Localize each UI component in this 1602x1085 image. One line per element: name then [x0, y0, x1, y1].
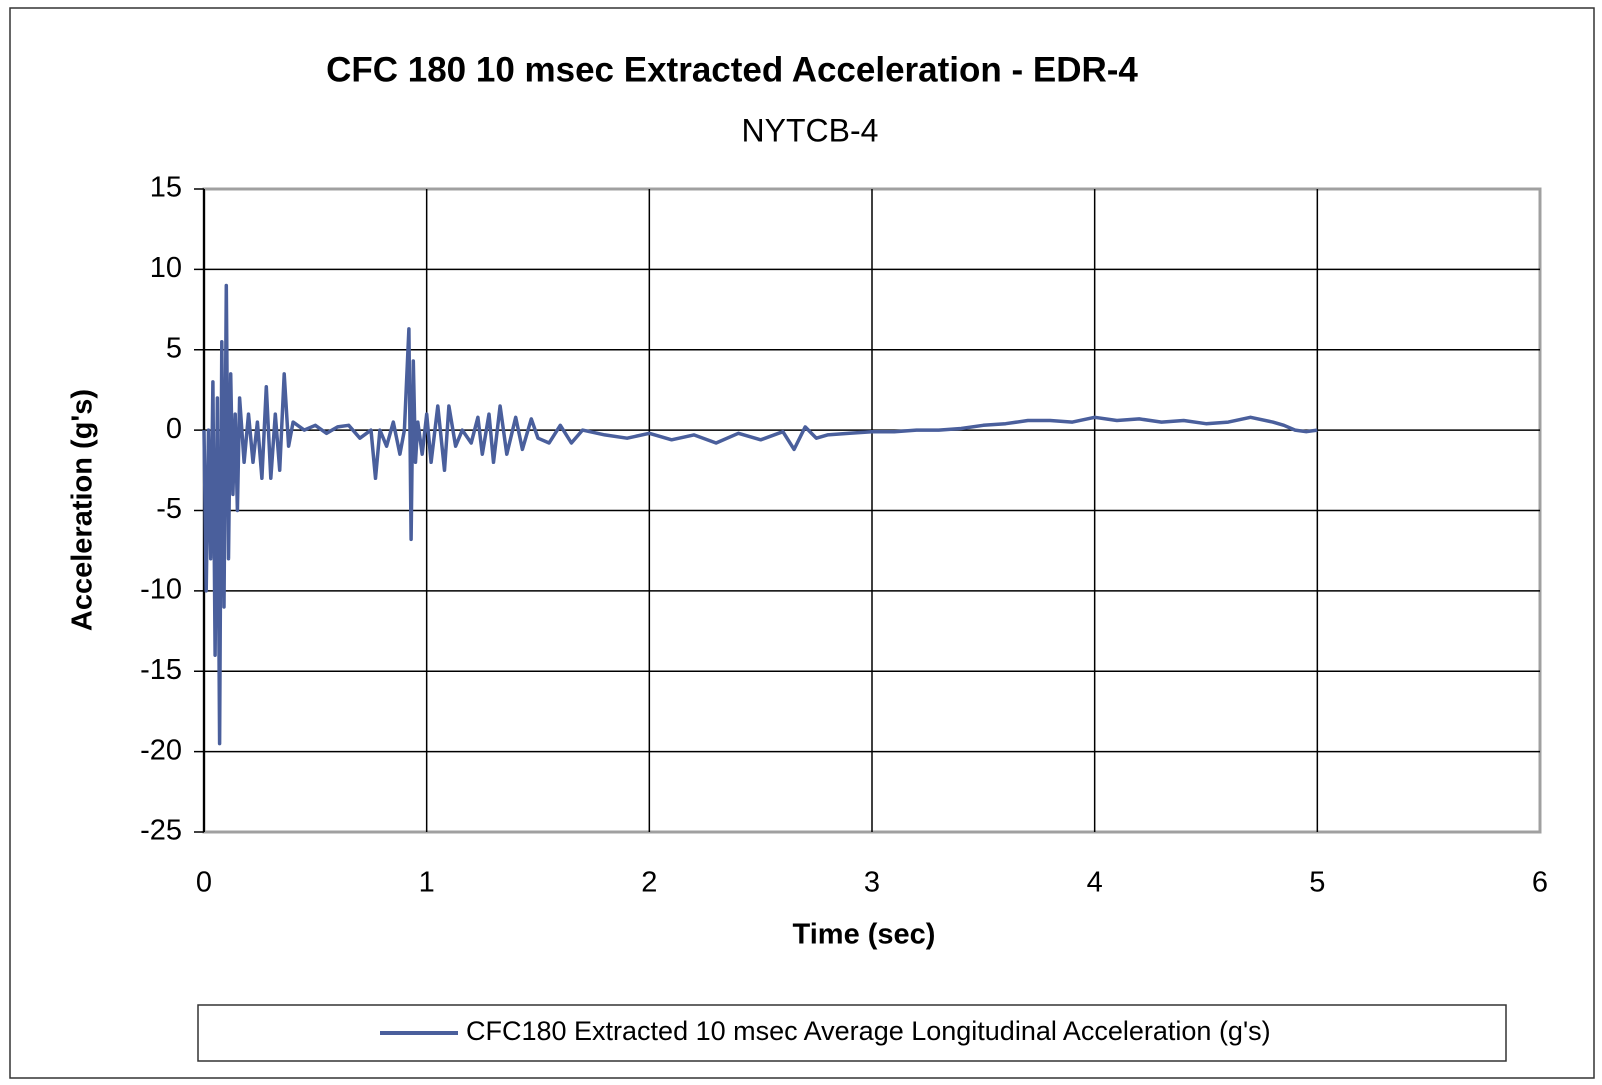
data-line — [202, 283, 1318, 746]
y-tick-label: -15 — [140, 654, 182, 686]
x-axis-title: Time (sec) — [793, 919, 936, 951]
x-tick-label: 5 — [1309, 867, 1325, 899]
y-tick-label: -25 — [140, 815, 182, 847]
y-tick-label: 0 — [166, 413, 182, 445]
y-tick-label: 10 — [150, 252, 182, 284]
chart-title: CFC 180 10 msec Extracted Acceleration -… — [326, 50, 1138, 89]
x-tick-label: 6 — [1532, 867, 1548, 899]
y-tick-label: -20 — [140, 734, 182, 766]
y-tick-label: 5 — [166, 332, 182, 364]
legend-label: CFC180 Extracted 10 msec Average Longitu… — [466, 1016, 1271, 1046]
chart-subtitle: NYTCB-4 — [742, 112, 879, 148]
x-tick-label: 3 — [864, 867, 880, 899]
x-tick-label: 1 — [419, 867, 435, 899]
y-tick-label: -5 — [156, 493, 182, 525]
y-tick-label: -10 — [140, 574, 182, 606]
x-tick-label: 0 — [196, 867, 212, 899]
y-axis-title: Acceleration (g's) — [67, 389, 99, 631]
x-tick-label: 2 — [641, 867, 657, 899]
x-tick-label: 4 — [1087, 867, 1103, 899]
y-tick-label: 15 — [150, 172, 182, 204]
